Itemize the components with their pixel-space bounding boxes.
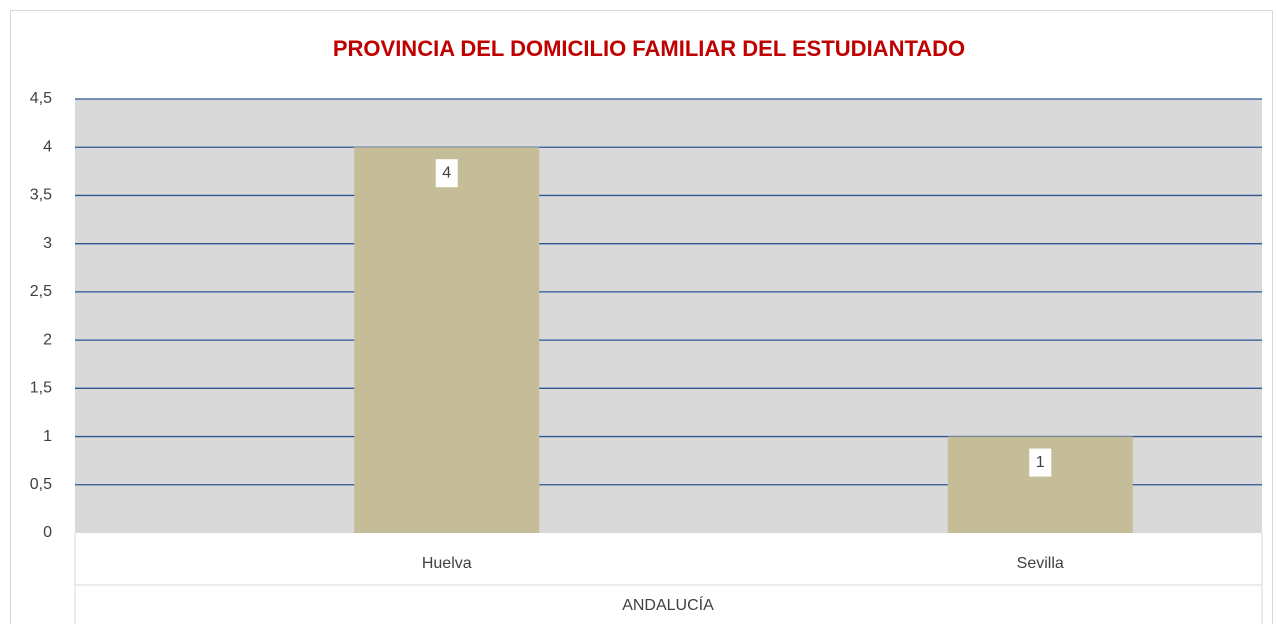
data-label-box: [435, 159, 458, 188]
category-group-label: ANDALUCÍA: [622, 595, 714, 614]
y-tick-label: 2,5: [30, 283, 52, 300]
y-tick-label: 1,5: [30, 380, 52, 397]
data-label-box: [1029, 448, 1052, 477]
y-tick-label: 1: [43, 428, 52, 445]
y-tick-label: 4: [43, 138, 52, 155]
y-tick-label: 3,5: [30, 187, 52, 204]
x-tick-label: Huelva: [422, 555, 472, 572]
data-label: 4: [442, 164, 451, 181]
y-tick-label: 2: [43, 331, 52, 348]
y-tick-label: 4,5: [30, 90, 52, 107]
y-tick-label: 3: [43, 235, 52, 252]
data-label: 1: [1036, 454, 1045, 471]
x-tick-label: Sevilla: [1017, 555, 1064, 572]
chart-title: PROVINCIA DEL DOMICILIO FAMILIAR DEL EST…: [333, 36, 965, 61]
y-tick-label: 0: [43, 524, 52, 541]
bar: [354, 147, 540, 533]
y-tick-label: 0,5: [30, 476, 52, 493]
